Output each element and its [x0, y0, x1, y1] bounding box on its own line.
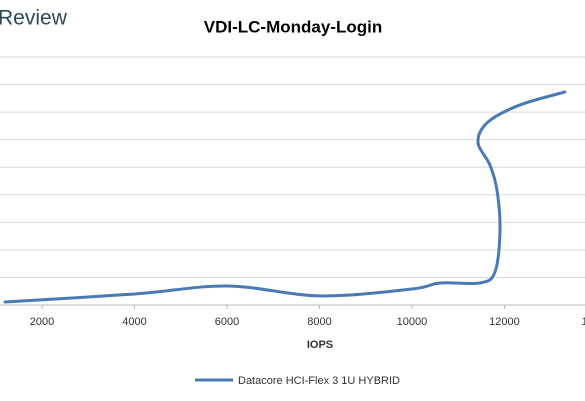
- x-tick-label: 10000: [397, 316, 428, 328]
- watermark: Review: [0, 7, 68, 30]
- x-tick-label: 8000: [307, 316, 331, 328]
- x-axis-label: IOPS: [307, 339, 333, 351]
- legend-label: Datacore HCI-Flex 3 1U HYBRID: [238, 375, 400, 387]
- x-tick-label: 12000: [489, 316, 520, 328]
- x-tick-label: 14000: [582, 316, 585, 328]
- chart-title: VDI-LC-Monday-Login: [204, 17, 382, 36]
- series-line: [3, 90, 567, 304]
- x-tick-label: 6000: [215, 316, 239, 328]
- x-tick-label: 2000: [30, 316, 54, 328]
- x-tick-label: 4000: [122, 316, 146, 328]
